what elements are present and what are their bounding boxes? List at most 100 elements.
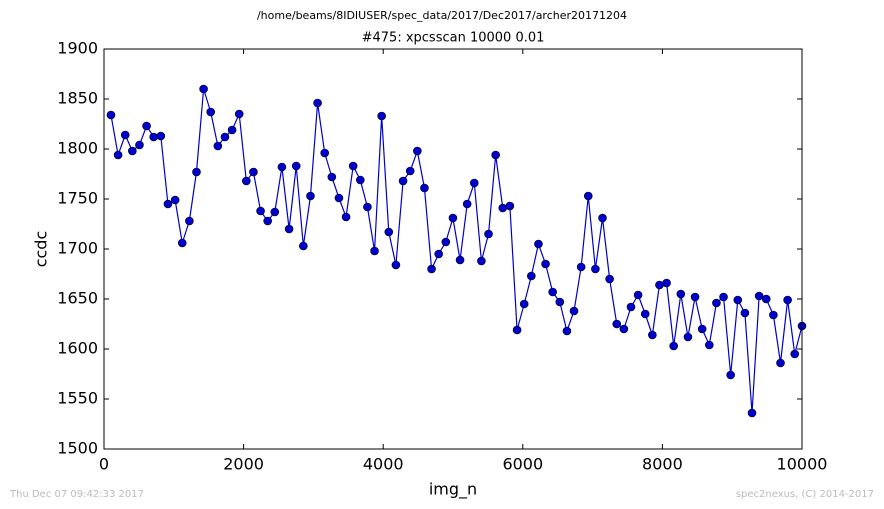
data-point (156, 131, 166, 141)
y-tick-label: 1650 (57, 289, 98, 308)
data-point (669, 341, 679, 351)
data-point (377, 111, 386, 121)
data-point (761, 294, 771, 304)
data-point (391, 260, 401, 270)
data-point (469, 178, 479, 188)
data-point (341, 212, 351, 222)
data-point (740, 308, 750, 318)
data-point (334, 193, 344, 203)
y-tick-label: 1700 (57, 239, 98, 258)
data-point (256, 206, 265, 216)
data-point (270, 207, 280, 217)
data-point (676, 289, 686, 299)
data-point (683, 332, 693, 342)
data-point (484, 229, 493, 239)
data-point (583, 191, 593, 201)
data-point (199, 84, 208, 94)
data-point (477, 256, 486, 266)
data-point (441, 237, 451, 247)
y-tick-label: 1850 (57, 89, 98, 108)
data-point (106, 110, 116, 120)
data-point (163, 199, 173, 209)
data-point (120, 130, 130, 140)
x-axis-label: img_n (429, 480, 477, 500)
data-point (548, 287, 557, 297)
data-point (662, 278, 671, 288)
data-point (733, 295, 743, 305)
y-tick-label: 1550 (57, 389, 98, 408)
data-point (220, 132, 230, 142)
data-point (754, 291, 764, 301)
data-point (384, 227, 394, 237)
data-point (712, 298, 721, 308)
data-point (498, 203, 508, 213)
data-point (149, 132, 158, 142)
data-point (363, 202, 372, 212)
data-point (633, 290, 643, 300)
data-point (263, 216, 272, 226)
data-point (170, 195, 180, 205)
data-point (277, 162, 287, 172)
data-point (348, 161, 358, 171)
data-point (192, 167, 201, 177)
data-point (142, 121, 151, 131)
data-point (790, 349, 800, 359)
data-point (434, 249, 443, 259)
data-point (185, 216, 194, 226)
x-tick-label: 8000 (642, 455, 683, 474)
data-point (320, 148, 330, 158)
data-line (110, 88, 803, 414)
data-point (135, 140, 144, 150)
x-tick-label: 2000 (223, 455, 264, 474)
x-tick-label: 0 (99, 455, 109, 474)
x-tick-label: 10000 (777, 455, 828, 474)
data-point (569, 306, 579, 316)
data-point (327, 172, 337, 182)
x-tick-label: 6000 (502, 455, 543, 474)
data-point (113, 150, 123, 160)
data-point (242, 176, 251, 186)
data-point (284, 224, 294, 234)
data-point (313, 98, 322, 108)
data-point (555, 297, 565, 307)
data-point (769, 310, 778, 320)
footer-left: Thu Dec 07 09:42:33 2017 (9, 489, 144, 500)
data-point (448, 213, 458, 223)
data-point (619, 324, 629, 334)
data-point (427, 264, 436, 274)
data-point (705, 340, 714, 350)
data-point (491, 150, 500, 160)
data-point (605, 274, 614, 284)
data-point (562, 326, 572, 336)
data-point (519, 299, 529, 309)
data-point (128, 146, 137, 156)
chart-title: #475: xpcsscan 10000 0.01 (362, 31, 545, 46)
data-point (640, 309, 650, 319)
data-point (690, 292, 700, 302)
y-tick-label: 1750 (57, 189, 98, 208)
data-point (783, 295, 792, 305)
data-point (512, 325, 522, 335)
data-point (455, 255, 465, 265)
data-point (626, 302, 636, 312)
data-point (719, 292, 728, 302)
y-tick-label: 1800 (57, 139, 98, 158)
data-point (527, 271, 536, 281)
data-point (505, 201, 515, 211)
data-point (655, 280, 664, 290)
y-tick-label: 1900 (57, 39, 98, 58)
data-point (648, 330, 657, 340)
footer-right: spec2nexus, (C) 2014-2017 (736, 489, 874, 500)
data-point (405, 166, 415, 176)
data-point (776, 358, 785, 368)
y-axis-label: ccdc (32, 231, 51, 268)
data-point (591, 264, 600, 274)
data-point (291, 161, 301, 171)
data-point (306, 191, 315, 201)
data-point (398, 176, 408, 186)
data-point (726, 370, 735, 380)
data-point (249, 167, 258, 177)
data-point (541, 259, 550, 269)
data-point (747, 408, 757, 418)
data-point (576, 262, 586, 272)
